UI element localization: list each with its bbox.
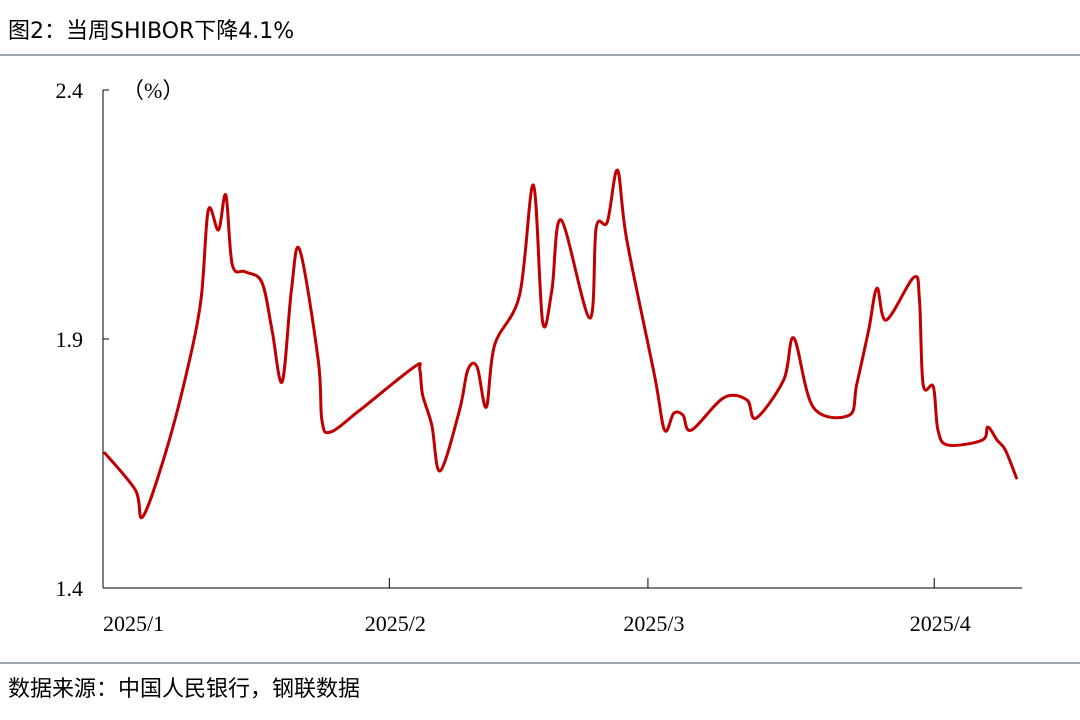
y-tick-label: 2.4 (56, 78, 84, 103)
chart-title: 图2：当周SHIBOR下降4.1% (8, 19, 294, 44)
x-tick-label: 2025/4 (910, 611, 971, 636)
x-tick-label: 2025/2 (365, 611, 426, 636)
x-tick-label: 2025/1 (103, 611, 164, 636)
x-tick-label: 2025/3 (623, 611, 684, 636)
source: 数据来源：中国人民银行，钢联数据 (8, 677, 360, 702)
y-tick-label: 1.9 (56, 327, 84, 352)
unit-label: （%） (122, 78, 184, 103)
y-tick-label: 1.4 (56, 576, 84, 601)
data-line (103, 168, 1018, 520)
